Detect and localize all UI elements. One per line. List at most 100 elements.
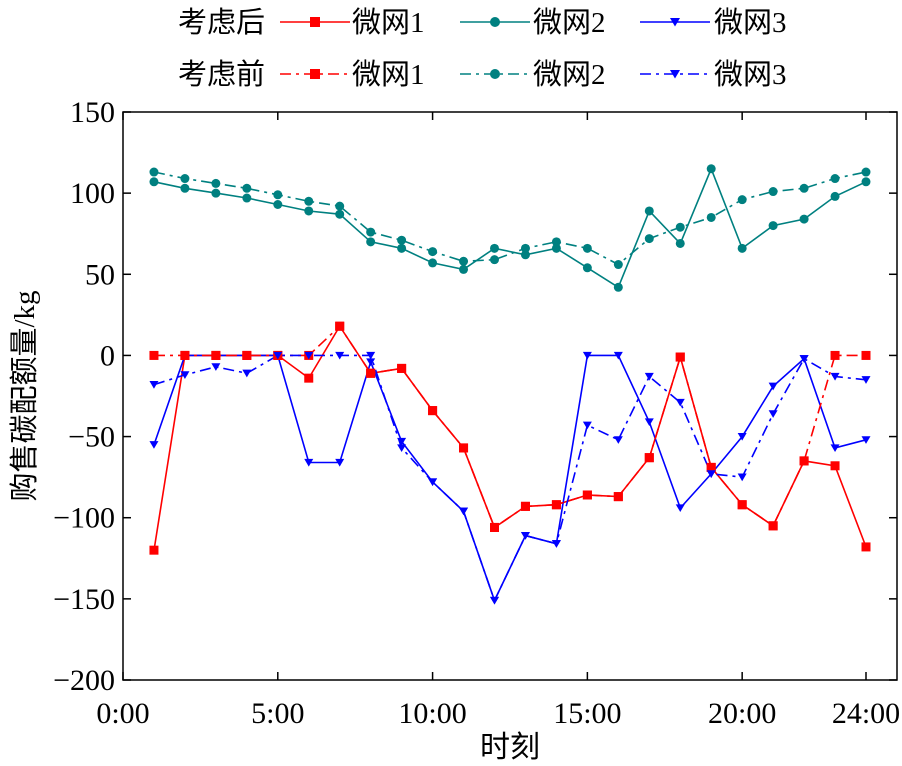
data-point-s4-0 [149, 167, 159, 177]
data-point-s5-12 [520, 531, 530, 540]
data-point-s3-3 [242, 350, 252, 360]
data-point-s3-21 [799, 456, 809, 466]
data-point-s5-7 [366, 351, 376, 360]
y-tick-label: −50 [68, 421, 115, 454]
data-point-s1-10 [459, 264, 469, 274]
data-point-s5-18 [706, 470, 716, 478]
data-point-s4-21 [799, 183, 809, 193]
legend-group-label: 考虑后 [178, 6, 265, 39]
data-point-s5-5 [304, 351, 314, 360]
data-point-s4-1 [180, 174, 190, 184]
data-point-s2-15 [613, 351, 623, 360]
legend-marker [310, 69, 320, 79]
data-point-s1-2 [211, 188, 221, 198]
data-point-s3-18 [706, 462, 716, 472]
y-tick-label: 150 [70, 96, 115, 129]
data-point-s2-20 [768, 382, 778, 391]
data-point-s4-17 [675, 222, 685, 232]
data-point-s4-19 [737, 195, 747, 205]
data-point-s3-15 [613, 492, 623, 502]
data-point-s3-16 [644, 453, 654, 463]
data-point-s4-22 [830, 174, 840, 184]
data-point-s3-20 [768, 521, 778, 531]
data-point-s4-12 [520, 243, 530, 253]
data-point-s2-22 [830, 444, 840, 452]
data-point-s3-1 [180, 350, 190, 360]
data-point-s3-0 [149, 350, 159, 360]
data-point-s1-13 [551, 243, 561, 253]
data-point-s1-3 [242, 193, 252, 203]
y-tick-label: 50 [85, 258, 115, 291]
data-point-s3-12 [520, 501, 530, 511]
legend-marker [670, 18, 680, 27]
data-point-s5-10 [459, 507, 469, 516]
legend-marker [310, 17, 320, 27]
data-point-s2-8 [397, 437, 407, 446]
data-point-s5-23 [861, 376, 871, 384]
data-point-s2-14 [582, 351, 592, 360]
data-point-s4-6 [335, 201, 345, 211]
legend-series-label: 微网3 [714, 6, 787, 39]
data-point-s5-14 [582, 421, 592, 430]
data-point-s5-9 [428, 478, 438, 487]
data-point-s5-3 [242, 369, 252, 378]
x-axis-label: 时刻 [480, 731, 540, 764]
data-point-s4-11 [490, 255, 499, 265]
data-point-s5-20 [768, 410, 778, 418]
data-point-s4-5 [304, 196, 314, 206]
x-tick-label: 5:00 [251, 697, 304, 730]
data-point-s0-5 [304, 373, 314, 383]
data-point-s5-17 [675, 398, 685, 407]
data-point-s3-19 [737, 500, 747, 510]
data-point-s3-22 [830, 350, 840, 360]
data-point-s4-20 [768, 187, 778, 197]
data-point-s1-11 [490, 243, 499, 253]
data-point-s3-11 [490, 522, 499, 532]
data-point-s4-18 [706, 212, 716, 222]
data-point-s1-20 [768, 221, 778, 231]
data-point-s1-16 [644, 206, 654, 216]
data-point-s1-8 [397, 243, 407, 253]
data-point-s3-17 [675, 352, 685, 362]
y-tick-label: −100 [53, 502, 115, 535]
data-point-s5-6 [335, 351, 345, 360]
x-tick-label: 10:00 [398, 697, 466, 730]
data-point-s5-4 [273, 351, 283, 360]
series-line-3 [154, 324, 866, 529]
data-point-s1-21 [799, 214, 809, 224]
data-point-s4-14 [582, 243, 592, 253]
data-point-s5-22 [830, 372, 840, 381]
data-point-s1-6 [335, 209, 345, 219]
legend-series-label: 微网1 [352, 58, 425, 91]
data-point-s1-0 [149, 177, 159, 187]
data-point-s4-8 [397, 235, 407, 245]
x-tick-label: 20:00 [708, 697, 776, 730]
legend-marker [490, 69, 500, 79]
data-point-s4-16 [644, 234, 654, 244]
data-point-s4-13 [551, 237, 561, 247]
data-point-s3-9 [428, 406, 438, 416]
data-point-s4-9 [428, 247, 438, 257]
data-point-s5-13 [551, 540, 561, 548]
legend-series-label: 微网3 [714, 58, 787, 91]
series-line-4 [153, 171, 867, 266]
data-point-s4-2 [211, 178, 221, 188]
data-point-s1-22 [830, 191, 840, 201]
data-point-s5-11 [490, 596, 499, 605]
x-tick-label: 24:00 [832, 697, 900, 730]
data-point-s1-4 [273, 200, 283, 210]
data-point-s2-6 [335, 458, 345, 467]
data-point-s1-5 [304, 206, 314, 216]
data-point-s1-12 [520, 250, 530, 260]
plot-frame [122, 111, 898, 681]
y-axis-label: 购售碳配额量/kg [8, 290, 41, 501]
data-point-s1-23 [861, 177, 871, 187]
legend-marker [490, 17, 500, 27]
data-point-s0-22 [830, 461, 840, 471]
data-point-s5-21 [799, 355, 809, 363]
y-tick-label: 0 [100, 339, 115, 372]
data-point-s2-19 [737, 432, 747, 441]
data-point-s4-10 [459, 256, 469, 266]
data-point-s3-2 [211, 350, 221, 360]
